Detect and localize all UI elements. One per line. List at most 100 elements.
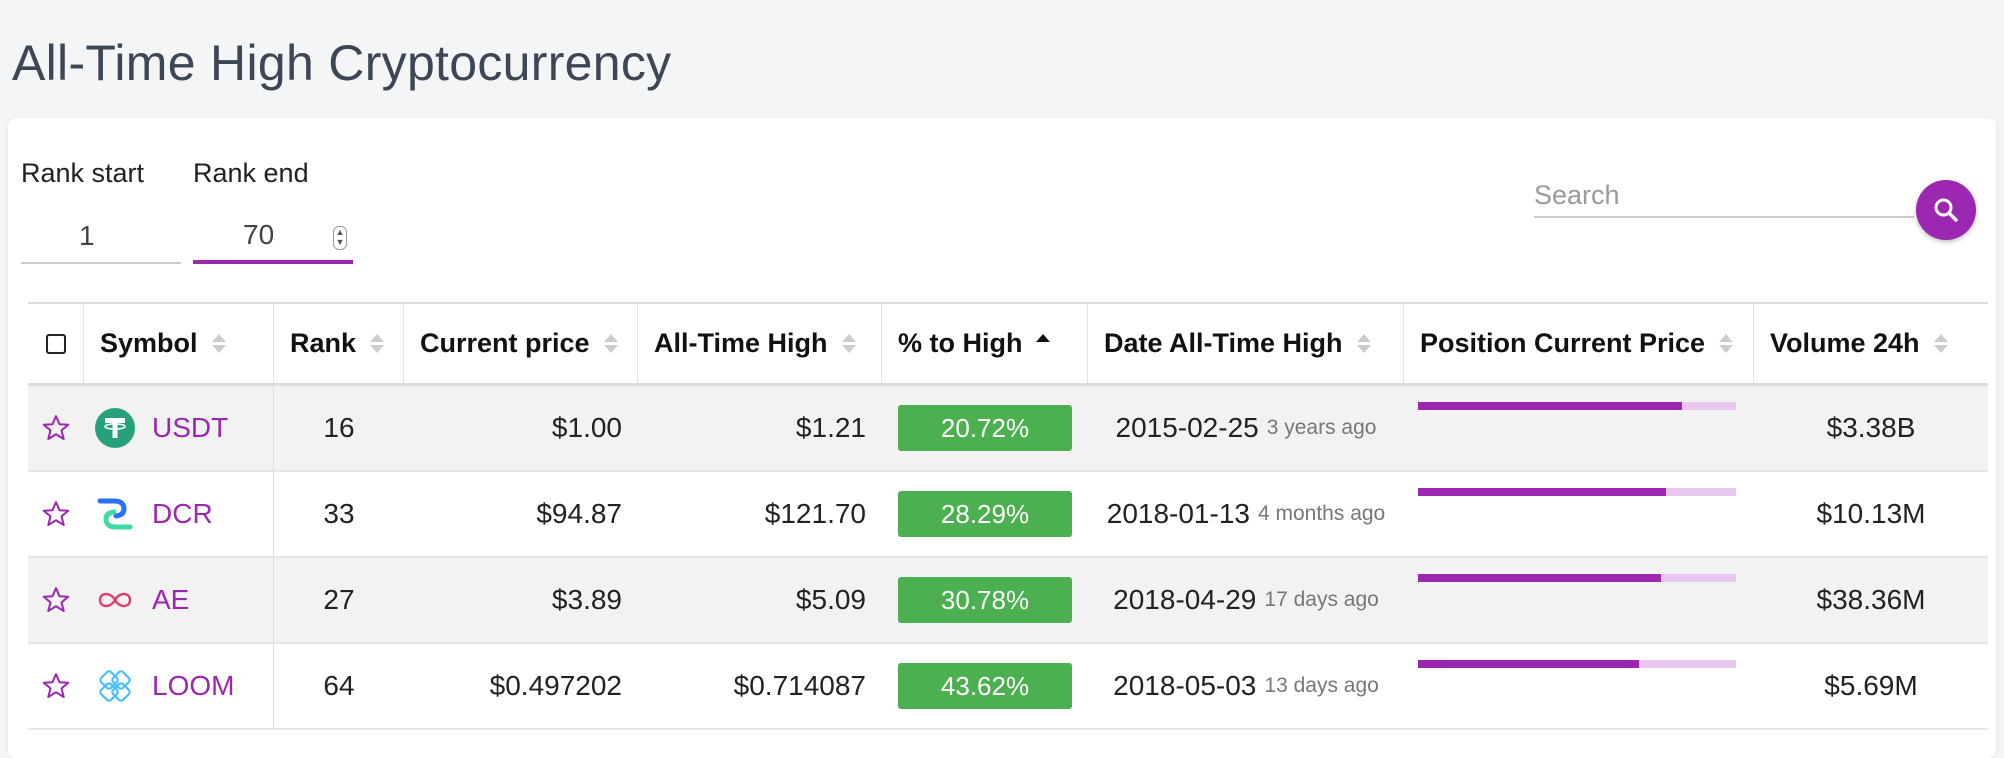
date-value: 2018-01-13 [1106,498,1250,529]
volume-cell: $10.13M [1816,498,1926,529]
position-cell [1404,472,1754,556]
header-current-price[interactable]: Current price [404,304,638,383]
select-all-checkbox[interactable] [45,333,66,354]
date-ago: 13 days ago [1264,674,1379,697]
rank-end-stepper[interactable]: ▲ ▼ [333,226,347,250]
pct-cell: 43.62% [882,644,1088,728]
sort-icon [211,334,226,353]
rank-start-label: Rank start [21,158,145,188]
rank-cell: 27 [323,584,355,615]
header-pct-to-high[interactable]: % to High [882,304,1088,383]
ath-cell: $121.70 [764,498,866,529]
position-bar-fill [1418,574,1662,582]
rank-end-filter: Rank end 70 ▲ ▼ [193,158,353,264]
pct-badge: 28.29% [898,491,1072,537]
date-value: 2018-04-29 [1113,584,1257,615]
sort-icon [841,334,856,353]
ath-card: Rank start 1 Rank end 70 ▲▼ Symbol Rank … [8,118,1996,758]
page-title: All-Time High Cryptocurrency [12,35,672,91]
sort-asc-icon [1036,334,1051,353]
rank-end-value: 70 [243,219,275,250]
sort-icon [603,334,618,353]
symbol-link[interactable]: DCR [152,498,213,529]
position-bar-fill [1418,660,1639,668]
aeternity-icon [94,579,136,621]
header-volume[interactable]: Volume 24h [1754,304,1988,383]
favorite-cell [28,644,84,728]
symbol-cell: USDT [84,386,274,470]
star-icon[interactable] [41,499,71,529]
symbol-link[interactable]: AE [152,584,190,615]
table-header: Symbol Rank Current price All-Time High … [28,302,1988,386]
position-cell [1404,644,1754,728]
table-row[interactable]: USDT 16 $1.00 $1.21 20.72% 2015-02-25 3 … [28,386,1988,472]
search-button[interactable] [1916,180,1976,240]
position-cell [1404,386,1754,470]
date-cell: 2018-04-29 17 days ago [1088,558,1404,642]
current-price-cell: $3.89 [551,584,622,615]
pct-badge: 43.62% [898,663,1072,709]
rank-start-filter: Rank start 1 [21,158,181,264]
table-row[interactable]: DCR 33 $94.87 $121.70 28.29% 2018-01-13 … [28,472,1988,558]
sort-icon [1356,334,1371,353]
rank-cell: 64 [323,670,355,701]
date-value: 2018-05-03 [1113,670,1257,701]
rank-start-value: 1 [79,220,95,251]
star-icon[interactable] [41,671,71,701]
decred-icon [94,493,136,535]
rank-end-label: Rank end [193,158,309,188]
ath-cell: $1.21 [795,412,866,443]
date-cell: 2018-01-13 4 months ago [1088,472,1404,556]
pct-cell: 30.78% [882,558,1088,642]
volume-cell: $3.38B [1826,412,1916,443]
table-row[interactable]: LOOM 64 $0.497202 $0.714087 43.62% 2018-… [28,644,1988,730]
symbol-link[interactable]: USDT [152,412,229,443]
favorite-cell [28,472,84,556]
ath-cell: $0.714087 [733,670,866,701]
table-row[interactable]: AE 27 $3.89 $5.09 30.78% 2018-04-29 17 d… [28,558,1988,644]
rank-start-input[interactable]: 1 [21,210,181,264]
current-price-cell: $0.497202 [489,670,622,701]
position-bar-fill [1418,488,1667,496]
search-icon [1934,198,1958,222]
favorite-cell [28,558,84,642]
sort-icon [1719,334,1734,353]
date-cell: 2015-02-25 3 years ago [1088,386,1404,470]
position-bar [1418,402,1736,410]
symbol-cell: LOOM [84,644,274,728]
header-position[interactable]: Position Current Price [1404,304,1754,383]
position-bar [1418,574,1736,582]
star-icon[interactable] [41,413,71,443]
date-value: 2015-02-25 [1115,412,1259,443]
volume-cell: $5.69M [1824,670,1918,701]
search-input[interactable] [1534,174,1914,218]
ath-table: Symbol Rank Current price All-Time High … [28,302,1988,730]
symbol-cell: AE [84,558,274,642]
ath-cell: $5.09 [795,584,866,615]
date-ago: 3 years ago [1266,416,1377,439]
header-symbol[interactable]: Symbol [84,304,274,383]
pct-badge: 20.72% [898,405,1072,451]
table-body: USDT 16 $1.00 $1.21 20.72% 2015-02-25 3 … [28,386,1988,730]
position-bar [1418,660,1736,668]
pct-cell: 28.29% [882,472,1088,556]
header-all-time-high[interactable]: All-Time High [638,304,882,383]
pct-cell: 20.72% [882,386,1088,470]
position-bar [1418,488,1736,496]
rank-cell: 33 [323,498,355,529]
date-ago: 17 days ago [1264,588,1379,611]
header-date-ath[interactable]: Date All-Time High [1088,304,1404,383]
current-price-cell: $94.87 [536,498,622,529]
symbol-link[interactable]: LOOM [152,670,235,701]
loom-icon [94,665,136,707]
rank-end-input[interactable]: 70 ▲ ▼ [193,210,353,264]
header-rank[interactable]: Rank [274,304,404,383]
pct-badge: 30.78% [898,577,1072,623]
current-price-cell: $1.00 [551,412,622,443]
date-cell: 2018-05-03 13 days ago [1088,644,1404,728]
position-cell [1404,558,1754,642]
select-all-cell [28,304,84,383]
favorite-cell [28,386,84,470]
star-icon[interactable] [41,585,71,615]
volume-cell: $38.36M [1816,584,1926,615]
